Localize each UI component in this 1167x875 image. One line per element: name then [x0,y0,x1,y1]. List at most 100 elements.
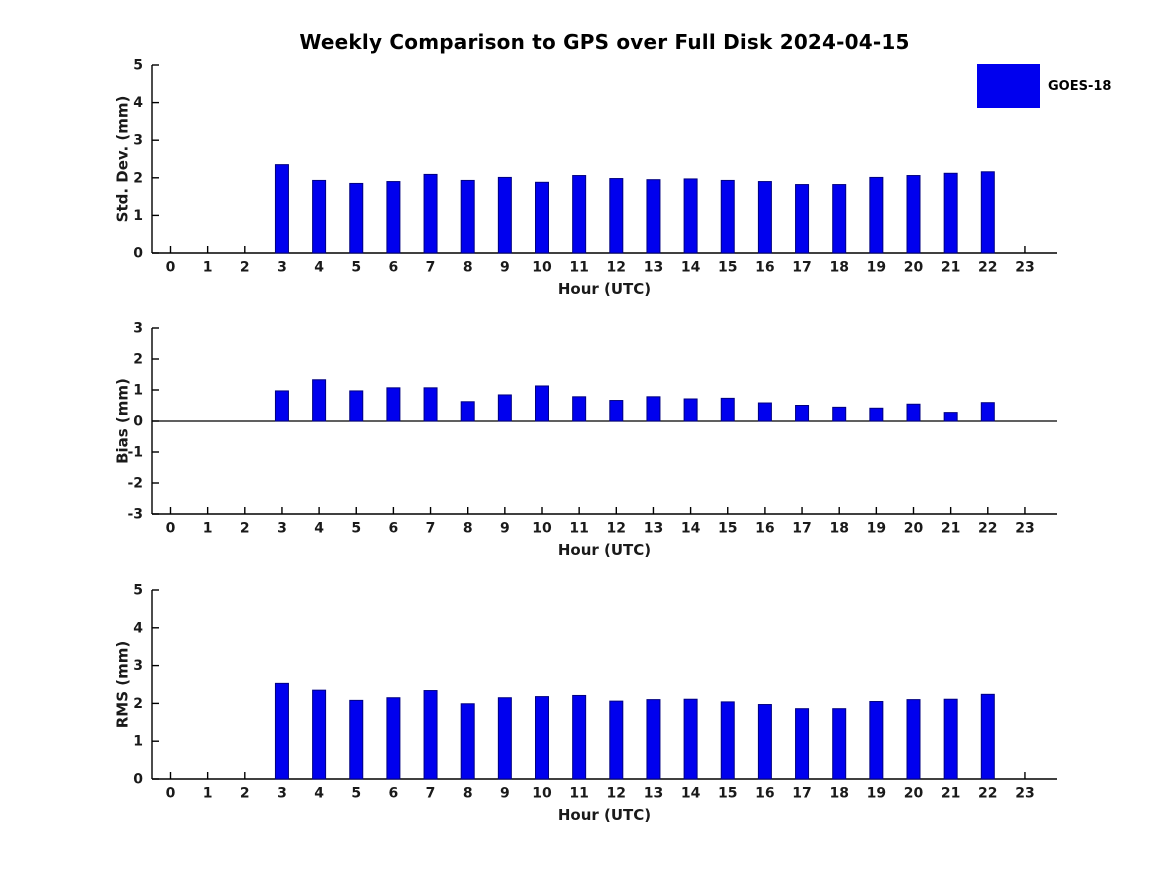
rms-bar-hour-5 [349,699,364,780]
std-dev-bar-hour-18 [832,184,847,254]
std-dev-xtick-17: 17 [792,260,811,276]
bias-xtick-18: 18 [829,521,848,537]
rms-bar-hour-3 [274,682,289,780]
bias-bar-hour-8 [460,401,475,422]
rms-ytick-1: 1 [133,734,143,750]
bias-bar-hour-7 [423,387,438,422]
legend: GOES-18 [977,64,1111,108]
rms-ytick-0: 0 [133,772,143,788]
rms-ylabel: RMS (mm) [114,641,132,728]
bias-xtick-2: 2 [240,521,250,537]
rms-ytick-4: 4 [133,620,143,636]
rms-bar-hour-8 [460,703,475,780]
bias-xtick-1: 1 [203,521,213,537]
std-dev-bar-hour-22 [980,171,995,254]
bias-bar-hour-15 [720,397,735,422]
rms-xtick-2: 2 [240,786,250,802]
rms-bar-hour-13 [646,699,661,780]
std-dev-bar-hour-11 [572,175,587,254]
std-dev-ytick-5: 5 [133,58,143,74]
rms-xtick-21: 21 [941,786,960,802]
rms-xtick-20: 20 [904,786,924,802]
bias-ytick--2: -2 [127,476,143,492]
bias-bar-hour-3 [274,390,289,422]
rms-bar-hour-7 [423,690,438,780]
bias-xtick-16: 16 [755,521,774,537]
rms-ytick-5: 5 [133,583,143,599]
std-dev-xtick-11: 11 [569,260,588,276]
std-dev-bar-hour-20 [906,175,921,254]
rms-bar-hour-9 [497,697,512,780]
rms-xtick-6: 6 [389,786,399,802]
std-dev-bar-hour-14 [683,178,698,254]
std-dev-bar-hour-17 [795,184,810,254]
rms-xtick-0: 0 [166,786,176,802]
bias-xtick-11: 11 [569,521,588,537]
bias-xtick-13: 13 [644,521,663,537]
rms-xtick-18: 18 [829,786,848,802]
rms-bar-hour-20 [906,699,921,780]
std-dev-xtick-19: 19 [867,260,886,276]
std-dev-ytick-4: 4 [133,95,143,111]
rms-xtick-12: 12 [607,786,626,802]
bias-bar-hour-18 [832,406,847,422]
std-dev-xtick-21: 21 [941,260,960,276]
std-dev-bar-hour-10 [535,181,549,254]
std-dev-xtick-8: 8 [463,260,473,276]
bias-bar-hour-10 [535,385,549,422]
bias-bar-hour-12 [609,400,624,422]
std-dev-ytick-3: 3 [133,133,143,149]
bias-xtick-12: 12 [607,521,626,537]
bias-xtick-15: 15 [718,521,737,537]
std-dev-bar-hour-15 [720,179,735,254]
std-dev-xtick-9: 9 [500,260,510,276]
bias-xtick-10: 10 [532,521,552,537]
bias-ytick--1: -1 [127,445,143,461]
rms-xtick-22: 22 [978,786,997,802]
std-dev-bar-hour-3 [274,164,289,254]
std-dev-bar-hour-8 [460,179,475,254]
std-dev-xtick-22: 22 [978,260,997,276]
rms-xtick-8: 8 [463,786,473,802]
bias-ytick-2: 2 [133,352,143,368]
rms-bar-hour-4 [312,689,327,780]
bias-xtick-5: 5 [351,521,361,537]
std-dev-xtick-4: 4 [314,260,324,276]
bias-bar-hour-17 [795,405,810,422]
std-dev-xtick-0: 0 [166,260,176,276]
bias-bar-hour-14 [683,398,698,422]
rms-bar-hour-11 [572,694,587,780]
std-dev-xtick-13: 13 [644,260,663,276]
rms-bar-hour-12 [609,700,624,780]
rms-bar-hour-21 [943,698,958,780]
rms-xtick-14: 14 [681,786,701,802]
bias-ylabel: Bias (mm) [114,378,132,464]
std-dev-xtick-14: 14 [681,260,701,276]
std-dev-bar-hour-9 [497,176,512,254]
std-dev-xtick-3: 3 [277,260,287,276]
bias-xtick-6: 6 [389,521,399,537]
std-dev-bar-hour-7 [423,173,438,254]
rms-xtick-17: 17 [792,786,811,802]
figure-title: Weekly Comparison to GPS over Full Disk … [299,30,910,54]
std-dev-ytick-2: 2 [133,170,143,186]
std-dev-bar-hour-19 [869,176,884,254]
bias-ytick-0: 0 [133,414,143,430]
std-dev-xtick-12: 12 [607,260,626,276]
bias-xtick-0: 0 [166,521,176,537]
bias-xtick-23: 23 [1015,521,1034,537]
bias-bar-hour-20 [906,403,921,422]
rms-xtick-23: 23 [1015,786,1034,802]
std-dev-bar-hour-6 [386,181,401,254]
std-dev-xtick-16: 16 [755,260,774,276]
std-dev-bar-hour-12 [609,178,624,254]
std-dev-xtick-5: 5 [351,260,361,276]
std-dev-xtick-2: 2 [240,260,250,276]
rms-xtick-16: 16 [755,786,774,802]
bias-xtick-21: 21 [941,521,960,537]
rms-bar-hour-15 [720,701,735,780]
std-dev-bar-hour-16 [757,181,772,254]
rms-bar-hour-17 [795,708,810,780]
